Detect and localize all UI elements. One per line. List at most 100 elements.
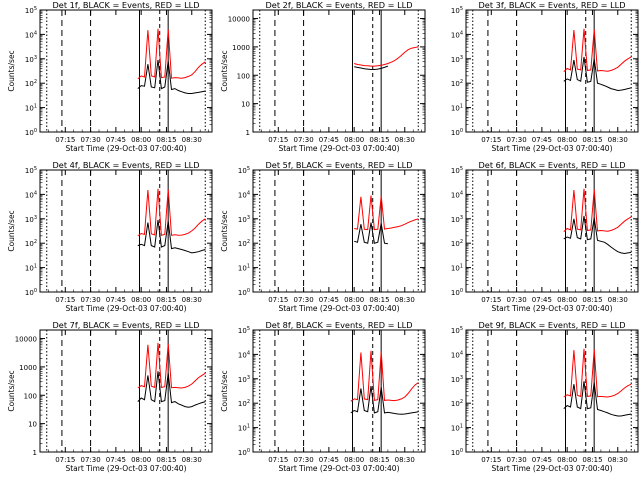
chart-title: Det 5f, BLACK = Events, RED = LLD [265,160,412,170]
chart-title: Det 9f, BLACK = Events, RED = LLD [478,320,625,330]
panel-det-7f: Det 7f, BLACK = Events, RED = LLD 1 10 100 1… [7,320,213,473]
x-tick-label: 08:30 [182,456,202,464]
x-axis-label: Start Time (29-Oct-03 07:00:40) [278,304,399,313]
x-axis-label: Start Time (29-Oct-03 07:00:40) [491,144,612,153]
x-tick-label: 07:45 [319,136,339,144]
x-tick-label: 07:45 [106,296,126,304]
x-tick-label: 07:30 [80,136,100,144]
x-tick-label: 08:30 [395,296,415,304]
y-tick-label: 100 [451,448,463,457]
y-tick-label: 105 [25,166,37,175]
series-events-line [354,222,388,245]
series-lld-line [350,350,419,402]
y-tick-label: 100 [451,288,463,297]
panel-det-8f: Det 8f, BLACK = Events, RED = LLD 100 101 1… [220,320,426,473]
x-tick-label: 08:30 [182,296,202,304]
x-tick-label: 07:45 [106,136,126,144]
x-tick-label: 07:30 [506,456,526,464]
x-tick-label: 07:15 [481,136,501,144]
x-tick-label: 08:30 [395,136,415,144]
x-tick-label: 07:30 [506,296,526,304]
y-axis-label: Counts/sec [7,50,16,91]
x-tick-label: 07:45 [319,296,339,304]
x-tick-label: 07:45 [319,456,339,464]
x-axis-label: Start Time (29-Oct-03 07:00:40) [65,304,186,313]
y-tick-label: 102 [451,399,463,408]
y-tick-label: 10000 [228,16,250,24]
x-tick-label: 08:00 [344,136,364,144]
y-tick-label: 101 [25,264,37,273]
y-axis-label: Counts/sec [7,370,16,411]
series-lld-line [354,46,419,67]
y-tick-label: 102 [238,399,250,408]
x-axis-label: Start Time (29-Oct-03 07:00:40) [491,304,612,313]
x-tick-label: 07:15 [268,136,288,144]
y-tick-label: 105 [238,166,250,175]
panel-det-3f: Det 3f, BLACK = Events, RED = LLD 100 101 1… [451,0,639,153]
x-tick-label: 07:45 [532,296,552,304]
x-tick-label: 07:15 [268,296,288,304]
plot-frame [465,169,639,293]
y-tick-label: 101 [451,264,463,273]
plot-frame [252,9,426,133]
panel-det-6f: Det 6f, BLACK = Events, RED = LLD 100 101 1… [451,160,639,313]
series-lld-line [354,195,419,231]
x-tick-label: 08:00 [131,296,151,304]
series-lld-line [563,348,632,398]
y-tick-label: 102 [238,239,250,248]
y-tick-label: 104 [25,30,37,39]
x-tick-label: 08:00 [557,296,577,304]
chart-title: Det 8f, BLACK = Events, RED = LLD [265,320,412,330]
chart-title: Det 4f, BLACK = Events, RED = LLD [52,160,199,170]
chart-title: Det 3f, BLACK = Events, RED = LLD [478,0,625,10]
series-events-line [563,56,632,92]
y-tick-label: 102 [25,79,37,88]
y-tick-label: 104 [451,350,463,359]
y-tick-label: 101 [238,264,250,273]
y-tick-label: 102 [451,79,463,88]
plot-frame [465,329,639,453]
x-tick-label: 08:15 [582,456,602,464]
series-lld-line [137,28,206,80]
plot-frame [465,9,639,133]
x-tick-label: 07:15 [55,456,75,464]
x-tick-label: 08:00 [557,136,577,144]
y-tick-label: 103 [25,215,37,224]
series-events-line [137,219,206,254]
y-tick-label: 103 [451,375,463,384]
x-tick-label: 08:30 [608,456,628,464]
x-tick-label: 08:15 [156,136,176,144]
y-tick-label: 1 [33,449,37,457]
plot-frame [252,169,426,293]
chart-title: Det 6f, BLACK = Events, RED = LLD [478,160,625,170]
panel-det-1f: Det 1f, BLACK = Events, RED = LLD 100 101 1… [7,0,213,153]
x-tick-label: 08:15 [369,456,389,464]
x-axis-label: Start Time (29-Oct-03 07:00:40) [491,464,612,473]
y-tick-label: 100 [238,448,250,457]
series-lld-line [563,188,632,232]
x-tick-label: 08:00 [131,456,151,464]
panel-det-4f: Det 4f, BLACK = Events, RED = LLD 100 101 1… [7,160,213,313]
x-tick-label: 07:15 [55,296,75,304]
y-tick-label: 1 [246,129,250,137]
y-tick-label: 104 [451,30,463,39]
y-tick-label: 103 [238,215,250,224]
y-tick-label: 105 [25,6,37,15]
x-tick-label: 08:00 [344,456,364,464]
x-tick-label: 07:30 [506,136,526,144]
x-tick-label: 07:30 [80,296,100,304]
x-tick-label: 08:15 [369,136,389,144]
series-events-line [563,381,632,417]
x-tick-label: 08:15 [156,456,176,464]
y-tick-label: 100 [25,128,37,137]
y-tick-label: 105 [451,6,463,15]
y-tick-label: 10000 [15,336,37,344]
series-events-line [350,386,419,415]
y-tick-label: 103 [25,55,37,64]
y-tick-label: 101 [238,424,250,433]
x-tick-label: 08:00 [344,296,364,304]
y-tick-label: 103 [451,215,463,224]
x-axis-label: Start Time (29-Oct-03 07:00:40) [65,464,186,473]
y-tick-label: 102 [25,239,37,248]
